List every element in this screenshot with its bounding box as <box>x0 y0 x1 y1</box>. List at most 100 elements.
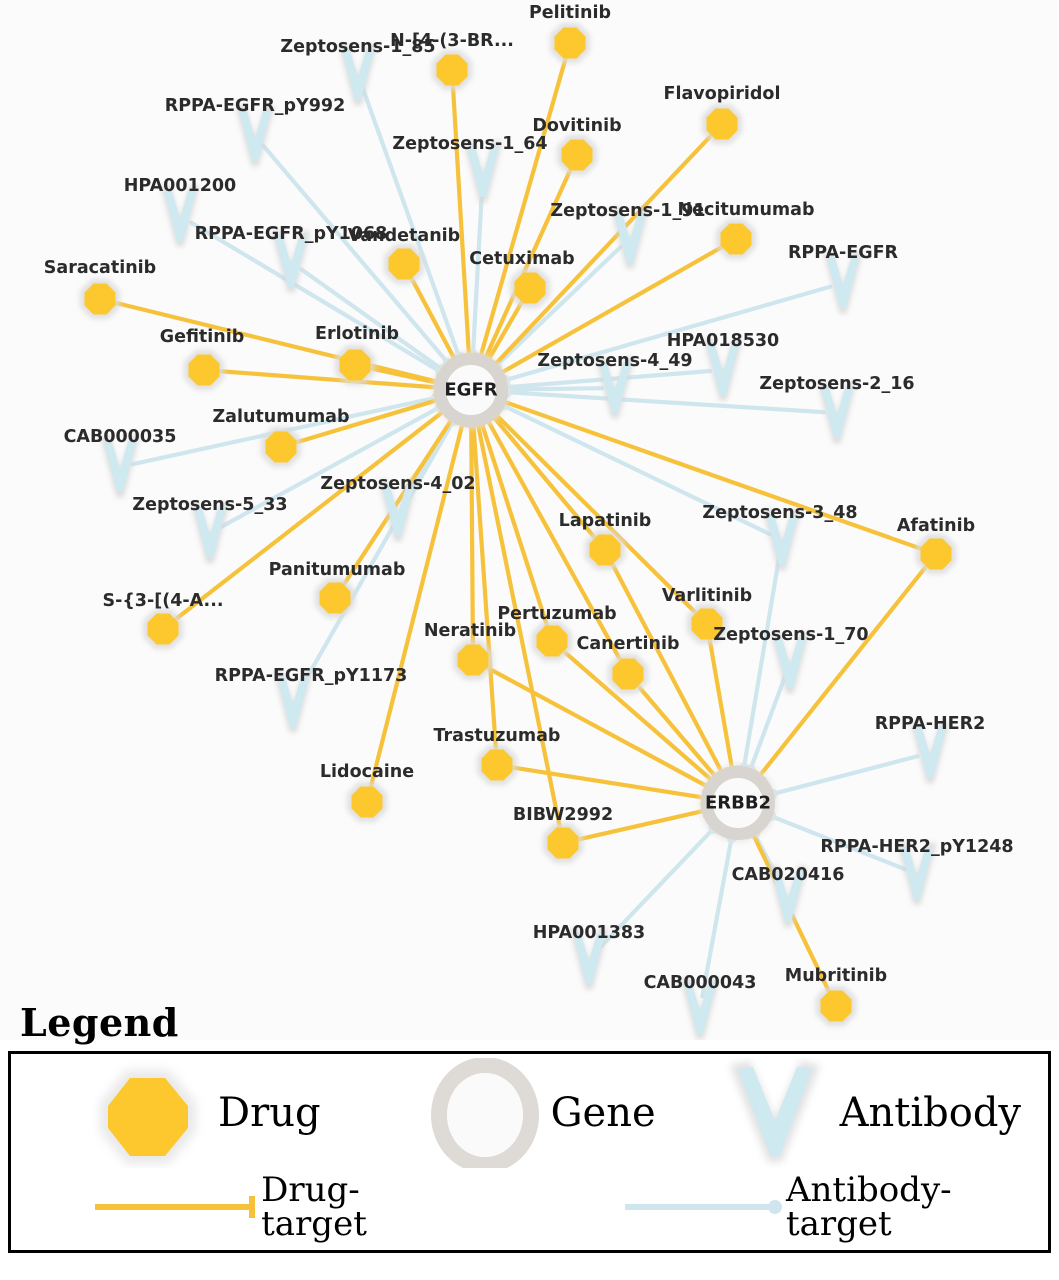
gene-center <box>446 365 496 415</box>
antibody-node[interactable] <box>770 631 810 694</box>
antibody-node[interactable] <box>100 435 140 498</box>
network-svg: Zeptosens-1_85 RPPA-EGFR_pY992 HPA001200 RP… <box>44 3 1014 1040</box>
antibody-label: RPPA-EGFR_pY1068 <box>195 224 388 244</box>
drug-node[interactable] <box>261 427 301 467</box>
antibody-node[interactable] <box>595 356 635 419</box>
antibody-shape <box>684 983 716 1034</box>
drug-label: Zalutumumab <box>212 407 349 427</box>
drug-target-edge <box>559 647 714 783</box>
antibody-label: RPPA-EGFR_pY1173 <box>215 666 408 686</box>
drug-shape <box>561 139 593 171</box>
drug-target-edge <box>491 414 599 543</box>
drug-node[interactable] <box>608 654 648 694</box>
drug-node[interactable] <box>816 986 856 1026</box>
drug-label: Flavopiridol <box>664 84 781 104</box>
antibody-node[interactable] <box>762 508 802 571</box>
drug-node[interactable] <box>432 50 472 90</box>
legend-label-drug: Drug <box>218 1090 321 1136</box>
drug-label: Pelitinib <box>529 3 611 23</box>
drug-node[interactable] <box>557 135 597 175</box>
antibody-node[interactable] <box>680 977 720 1040</box>
drug-label: Neratinib <box>424 621 516 641</box>
gene-ring-icon <box>430 1058 539 1168</box>
drug-node[interactable] <box>143 609 183 649</box>
antibody-target-edge <box>470 182 485 358</box>
antibody-node[interactable] <box>823 251 863 314</box>
gene-node[interactable] <box>432 351 510 429</box>
antibody-shape <box>239 110 271 161</box>
drug-node[interactable] <box>532 621 572 661</box>
drug-node[interactable] <box>315 578 355 618</box>
legend-box: Drug Gene Antibody <box>8 1051 1051 1253</box>
antibody-shape <box>827 257 859 308</box>
antibody-target-edge <box>360 85 462 360</box>
drug-target-edge <box>501 399 926 552</box>
drug-target-edge <box>214 368 439 390</box>
drug-node[interactable] <box>347 782 387 822</box>
antibody-label: Zeptosens-2_16 <box>759 374 914 394</box>
drug-node[interactable] <box>510 268 550 308</box>
antibody-shape <box>194 507 226 558</box>
antibody-node[interactable] <box>897 842 937 905</box>
antibody-target-edge <box>741 550 782 771</box>
drug-label: Pertuzumab <box>497 604 616 624</box>
antibody-node[interactable] <box>910 721 950 784</box>
drug-label: Necitumumab <box>678 200 815 220</box>
drug-label: Mubritinib <box>785 966 887 986</box>
drug-node[interactable] <box>550 23 590 63</box>
drug-target-edge <box>450 80 472 358</box>
network-diagram: Zeptosens-1_85 RPPA-EGFR_pY992 HPA001200 RP… <box>43 3 1014 1040</box>
antibody-shape <box>342 49 374 100</box>
drug-node[interactable] <box>543 823 583 863</box>
drug-node[interactable] <box>184 350 224 390</box>
antibody-node[interactable] <box>378 479 418 542</box>
antibody-node[interactable] <box>768 865 808 928</box>
legend-edge-row: Drug-target Antibody-target <box>11 1172 1048 1242</box>
drug-node[interactable] <box>916 534 956 574</box>
antibody-target-edge <box>502 284 833 383</box>
antibody-label: Zeptosens-4_02 <box>320 474 475 494</box>
drug-node[interactable] <box>80 279 120 319</box>
antibody-node[interactable] <box>817 381 857 444</box>
antibody-node[interactable] <box>190 501 230 564</box>
gene-node[interactable] <box>699 764 777 842</box>
drug-node[interactable] <box>453 640 493 680</box>
drug-node[interactable] <box>687 604 727 644</box>
antibody-node[interactable] <box>569 927 609 990</box>
antibody-node[interactable] <box>610 206 650 269</box>
drug-node[interactable] <box>585 530 625 570</box>
antibody-node[interactable] <box>235 104 275 167</box>
antibody-node[interactable] <box>463 140 503 203</box>
drug-shape <box>920 538 952 570</box>
drug-shape <box>547 827 579 859</box>
drug-node[interactable] <box>335 345 375 385</box>
antibody-target-edge <box>769 754 920 797</box>
legend-item-gene: Gene <box>429 1058 656 1168</box>
drug-target-edge <box>499 243 727 375</box>
antibody-shape <box>275 236 307 287</box>
drug-node[interactable] <box>702 104 742 144</box>
drug-target-edge <box>485 418 624 665</box>
antibody-target-edge <box>503 390 827 415</box>
antibody-label: HPA001200 <box>124 176 236 196</box>
drug-shape <box>514 272 546 304</box>
antibody-label: CAB000035 <box>64 427 177 447</box>
antibody-node[interactable] <box>271 230 311 293</box>
antibody-node[interactable] <box>703 338 743 401</box>
drug-label: Varlitinib <box>662 586 752 606</box>
drug-node[interactable] <box>716 219 756 259</box>
drug-node[interactable] <box>384 244 424 284</box>
antibody-node[interactable] <box>273 670 313 733</box>
antibody-shape <box>614 212 646 263</box>
drug-label: Dovitinib <box>532 116 621 136</box>
drug-target-edge <box>634 681 718 779</box>
drug-node[interactable] <box>477 745 517 785</box>
drug-shape <box>188 354 220 386</box>
legend-item-drug: Drug <box>93 1058 321 1168</box>
antibody-node[interactable] <box>338 43 378 106</box>
drug-label: Erlotinib <box>315 324 399 344</box>
antibody-node[interactable] <box>160 184 200 247</box>
drug-target-edge <box>707 634 735 771</box>
drug-shape <box>265 431 297 463</box>
antibody-shape <box>382 485 414 536</box>
